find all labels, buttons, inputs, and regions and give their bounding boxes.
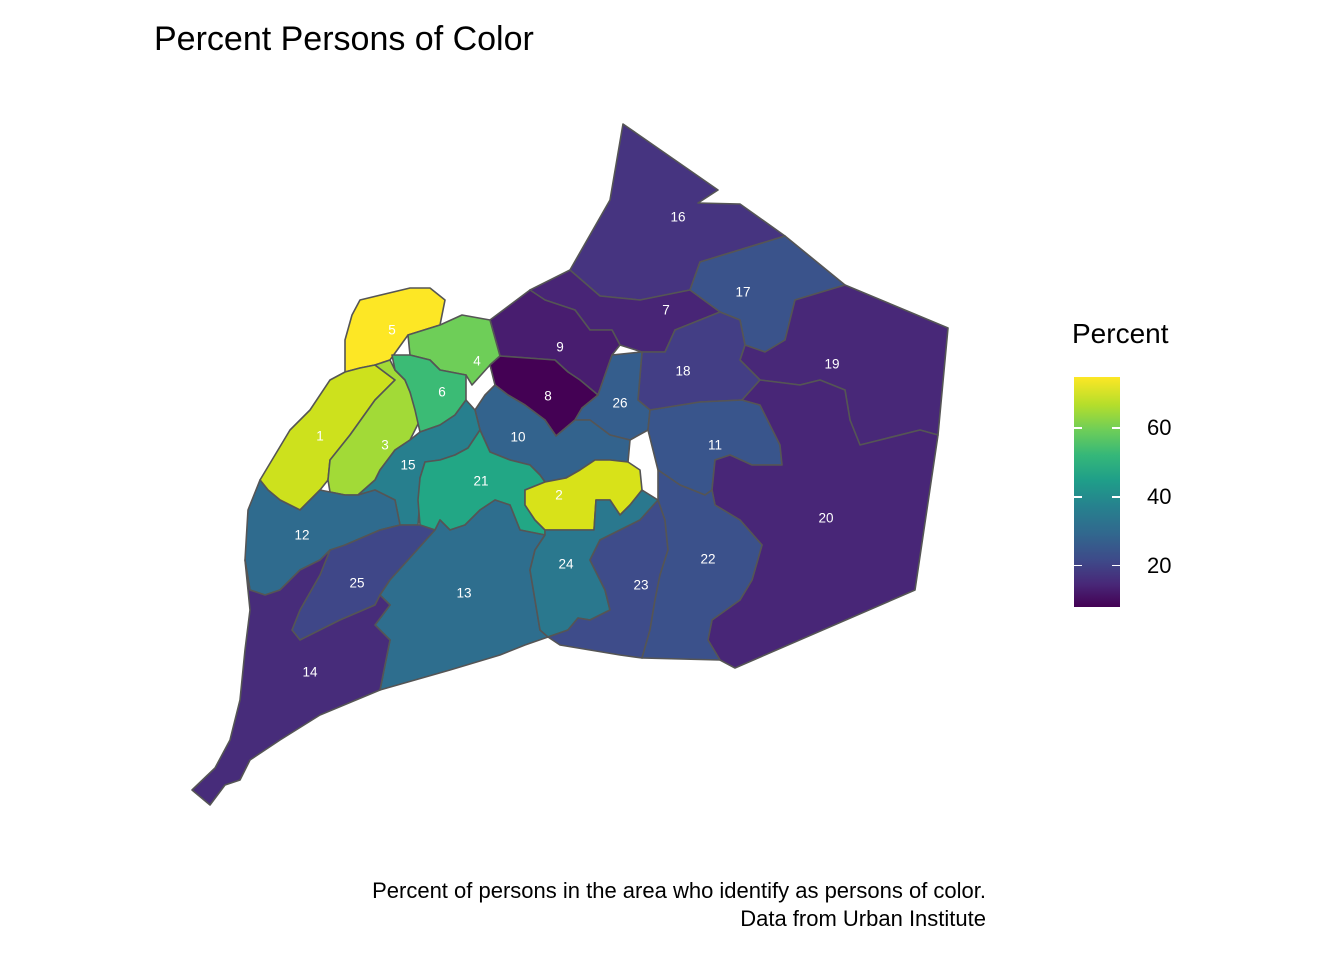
caption-line-2: Data from Urban Institute: [740, 906, 986, 931]
district-label-18: 18: [675, 364, 690, 379]
district-label-12: 12: [294, 528, 309, 543]
district-label-14: 14: [302, 665, 318, 680]
caption-line-1: Percent of persons in the area who ident…: [372, 878, 986, 903]
district-label-4: 4: [473, 354, 481, 369]
district-14: [191, 549, 391, 806]
district-label-8: 8: [544, 389, 552, 404]
district-4: [407, 314, 501, 386]
district-label-22: 22: [700, 552, 715, 567]
map-title: Percent Persons of Color: [154, 20, 534, 58]
legend-tick-label: 60: [1147, 415, 1172, 441]
caption: Percent of persons in the area who ident…: [372, 877, 986, 933]
district-label-1: 1: [316, 429, 324, 444]
district-label-2: 2: [555, 488, 563, 503]
district-label-10: 10: [510, 430, 525, 445]
district-label-17: 17: [735, 285, 750, 300]
district-label-11: 11: [708, 438, 722, 453]
district-label-15: 15: [400, 458, 415, 473]
district-label-7: 7: [662, 303, 670, 318]
district-label-13: 13: [456, 586, 471, 601]
district-label-16: 16: [670, 210, 685, 225]
district-label-3: 3: [381, 438, 389, 453]
district-label-24: 24: [558, 557, 574, 572]
district-label-26: 26: [612, 396, 627, 411]
legend-tick-label: 20: [1147, 552, 1172, 578]
district-label-6: 6: [438, 385, 446, 400]
legend-tick-label: 40: [1147, 484, 1172, 510]
district-label-20: 20: [818, 511, 833, 526]
district-22: [641, 469, 763, 661]
district-label-9: 9: [556, 340, 564, 355]
district-label-21: 21: [473, 474, 488, 489]
district-label-23: 23: [633, 578, 648, 593]
legend-colorbar: [1074, 377, 1120, 607]
district-label-19: 19: [824, 357, 839, 372]
district-label-5: 5: [388, 323, 396, 338]
legend-title: Percent: [1072, 318, 1169, 349]
district-label-25: 25: [349, 576, 364, 591]
